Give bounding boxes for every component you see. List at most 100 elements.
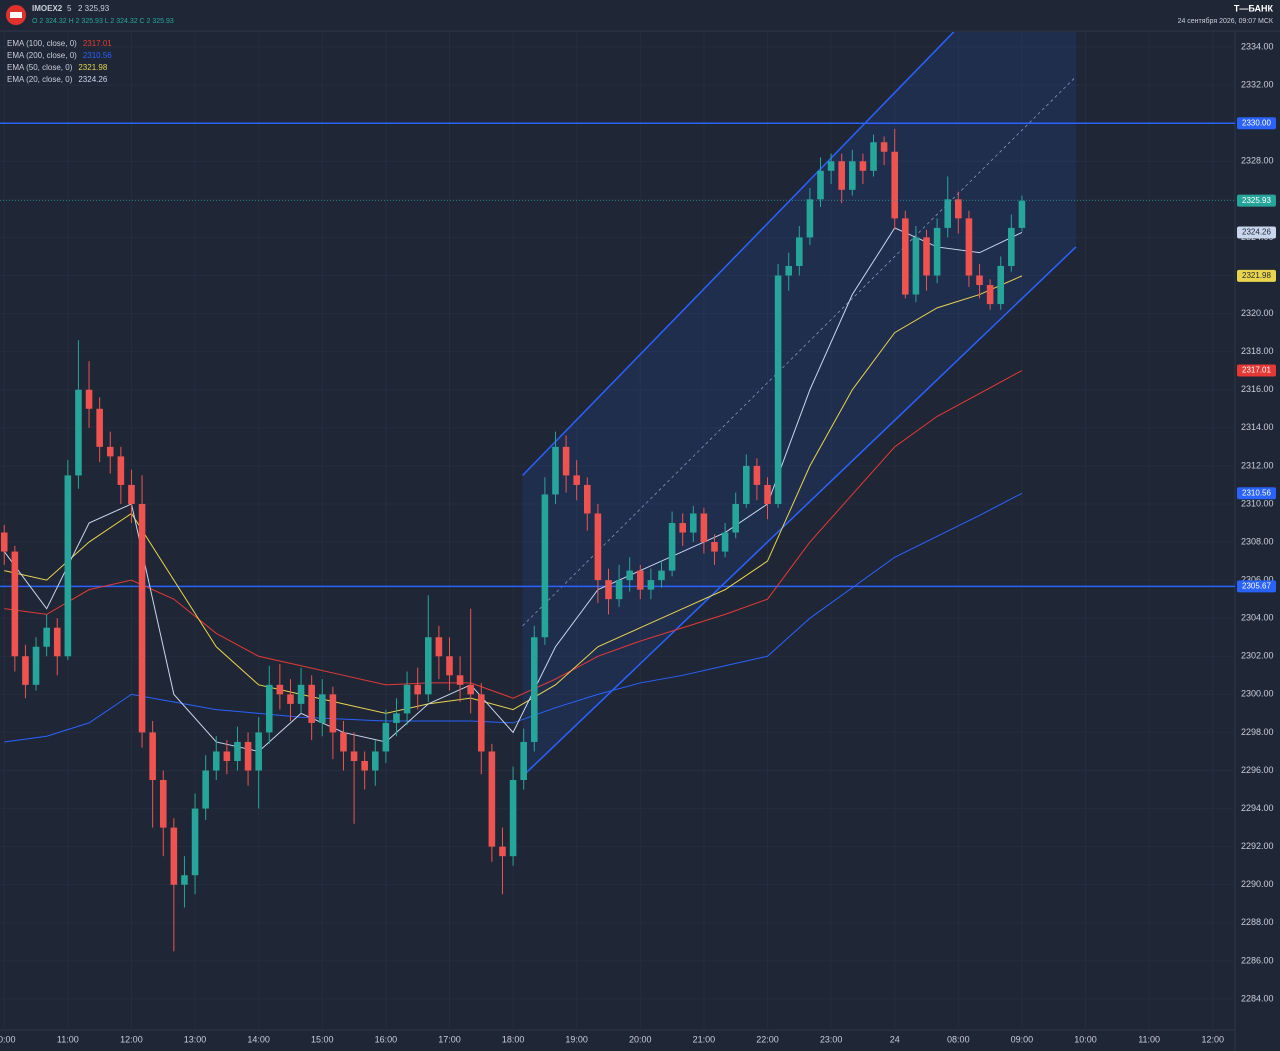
- ema-line: [4, 492, 1023, 743]
- candle-body: [446, 656, 453, 676]
- candle-body: [976, 275, 983, 286]
- datetime: 24 сентября 2026, 09:07 МСК: [1178, 17, 1274, 25]
- candle-body: [584, 484, 591, 514]
- price-badge: [1237, 487, 1276, 500]
- candle-body: [403, 684, 411, 714]
- candle-body: [223, 751, 231, 761]
- candle-body: [75, 389, 82, 476]
- candle-body: [965, 218, 973, 276]
- candle-body: [117, 456, 125, 485]
- plot: [0, 32, 1235, 952]
- x-tick-label: 19:00: [565, 1034, 588, 1044]
- candle-body: [573, 475, 580, 485]
- candle-body: [191, 808, 199, 876]
- y-tick-label: 2286.00: [1241, 955, 1274, 965]
- price-badge-label: 2305.67: [1242, 582, 1271, 591]
- candle-body: [753, 465, 761, 485]
- symbol: IMOEX2: [32, 4, 63, 13]
- legend-value: 2321.98: [78, 63, 107, 72]
- candle-body: [690, 513, 697, 533]
- candle-body: [170, 827, 178, 885]
- y-tick-label: 2298.00: [1241, 727, 1274, 737]
- legend-value: 2317.01: [83, 39, 112, 48]
- y-tick-label: 2306.00: [1241, 574, 1274, 584]
- candle-body: [637, 570, 644, 590]
- candle-body: [721, 532, 729, 552]
- y-tick-label: 2294.00: [1241, 803, 1274, 813]
- price-badge-label: 2330.00: [1242, 118, 1271, 127]
- candle-body: [891, 151, 898, 219]
- candle-body: [817, 170, 824, 200]
- candle-body: [265, 684, 273, 733]
- candle-body: [796, 237, 803, 266]
- candle-body: [350, 751, 358, 761]
- y-tick-label: 2310.00: [1241, 498, 1274, 508]
- candle-body: [212, 751, 220, 771]
- candle-body: [308, 684, 315, 723]
- price-badge-label: 2325.93: [1242, 196, 1271, 205]
- candle-body: [361, 760, 368, 771]
- candle-body: [1018, 200, 1026, 228]
- candle-body: [297, 684, 305, 704]
- candle-body: [287, 694, 294, 704]
- price-badge-label: 2317.01: [1242, 366, 1271, 375]
- y-tick-label: 2316.00: [1241, 384, 1274, 394]
- candle-body: [541, 494, 549, 638]
- candle-body: [382, 722, 390, 752]
- candle-body: [488, 751, 496, 847]
- candle-body: [85, 389, 93, 409]
- candle-body: [1008, 227, 1015, 266]
- candle-body: [838, 161, 845, 190]
- candle-body: [700, 513, 708, 543]
- candle-body: [276, 684, 284, 695]
- channel-lower: [522, 246, 1077, 777]
- y-tick-label: 2308.00: [1241, 536, 1274, 546]
- interval: 5: [67, 4, 72, 13]
- candle-body: [477, 694, 485, 752]
- y-tick-label: 2320.00: [1241, 308, 1274, 318]
- candle-body: [329, 694, 337, 733]
- candle-body: [106, 446, 114, 457]
- price-badge: [1237, 580, 1276, 593]
- candle-body: [732, 503, 739, 533]
- candle-body: [870, 142, 877, 171]
- candle-body: [149, 732, 156, 781]
- x-tick-label: 24: [890, 1034, 900, 1044]
- candle-body: [202, 770, 209, 809]
- y-tick-label: 2292.00: [1241, 841, 1274, 851]
- candle-body: [912, 237, 920, 295]
- x-tick-label: 13:00: [184, 1034, 207, 1044]
- price-badge: [1237, 117, 1276, 130]
- ema-line: [3, 227, 1023, 753]
- logo-mark: [10, 12, 22, 18]
- candle-body: [647, 580, 655, 590]
- candle-body: [520, 741, 527, 781]
- candle-body: [53, 627, 61, 657]
- candle-body: [138, 503, 146, 733]
- candle-body: [318, 694, 326, 723]
- candle-body: [181, 875, 188, 885]
- candle-body: [626, 570, 633, 581]
- y-tick-label: 2334.00: [1241, 41, 1274, 51]
- candle-body: [159, 780, 167, 828]
- x-tick-label: 20:00: [629, 1034, 652, 1044]
- ohlc: O 2 324.32 H 2 325.93 L 2 324.32 C 2 325…: [32, 18, 174, 25]
- x-tick-label: 15:00: [311, 1034, 334, 1044]
- price: 2 325,93: [78, 4, 110, 13]
- x-tick-label: 23:00: [820, 1034, 843, 1044]
- x-tick-label: 11:00: [57, 1034, 79, 1044]
- candle-body: [658, 570, 665, 581]
- y-tick-label: 2284.00: [1241, 993, 1274, 1003]
- legend-label: EMA (20, close, 0): [7, 75, 73, 84]
- price-badge: [1237, 194, 1276, 207]
- x-tick-label: 17:00: [438, 1034, 461, 1044]
- brand: Т—БАНК: [1234, 3, 1274, 13]
- candle-body: [11, 551, 19, 657]
- x-tick-label: 16:00: [375, 1034, 398, 1044]
- y-tick-label: 2312.00: [1241, 460, 1274, 470]
- price-badge-label: 2324.26: [1242, 228, 1271, 237]
- y-tick-label: 2332.00: [1241, 79, 1274, 89]
- candle-body: [743, 465, 750, 504]
- candle-body: [456, 675, 464, 685]
